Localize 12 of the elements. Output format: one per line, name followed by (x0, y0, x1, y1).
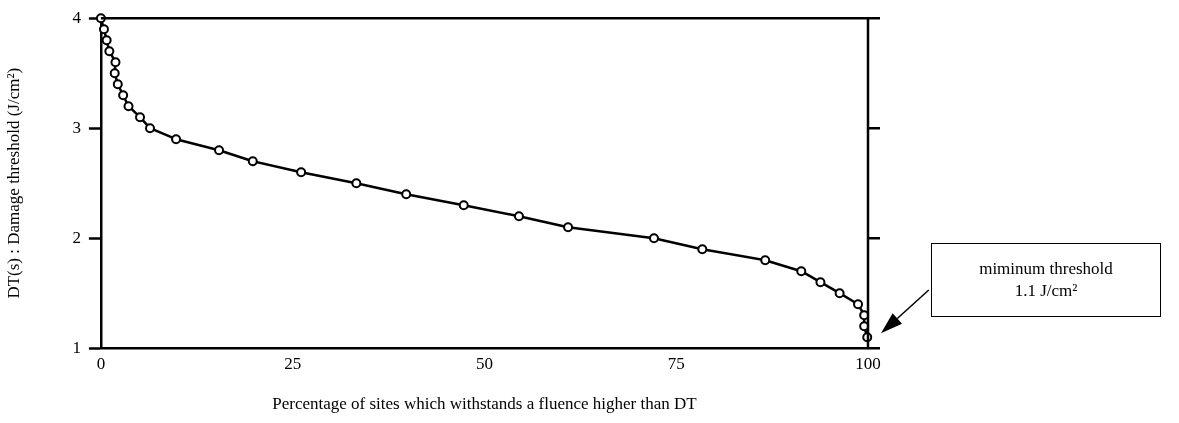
x-tick-label: 50 (475, 353, 493, 373)
text: miminum threshold 1.1 J/cm² (979, 258, 1113, 302)
y-tick-label: 1 (72, 337, 81, 357)
x-axis-title: Percentage of sites which withstands a fluence higher than DT (272, 394, 698, 414)
x-tick-label: 25 (284, 353, 302, 373)
x-tick-label: 0 (96, 353, 106, 373)
y-axis-title: DT(s) : Damage threshold (J/cm²) (3, 67, 23, 299)
y-tick-label: 3 (72, 117, 81, 137)
x-tick-label: 100 (855, 353, 881, 373)
x-tick-label: 75 (667, 353, 685, 373)
y-tick-label: 4 (72, 7, 82, 27)
y-tick-label: 2 (72, 227, 81, 247)
